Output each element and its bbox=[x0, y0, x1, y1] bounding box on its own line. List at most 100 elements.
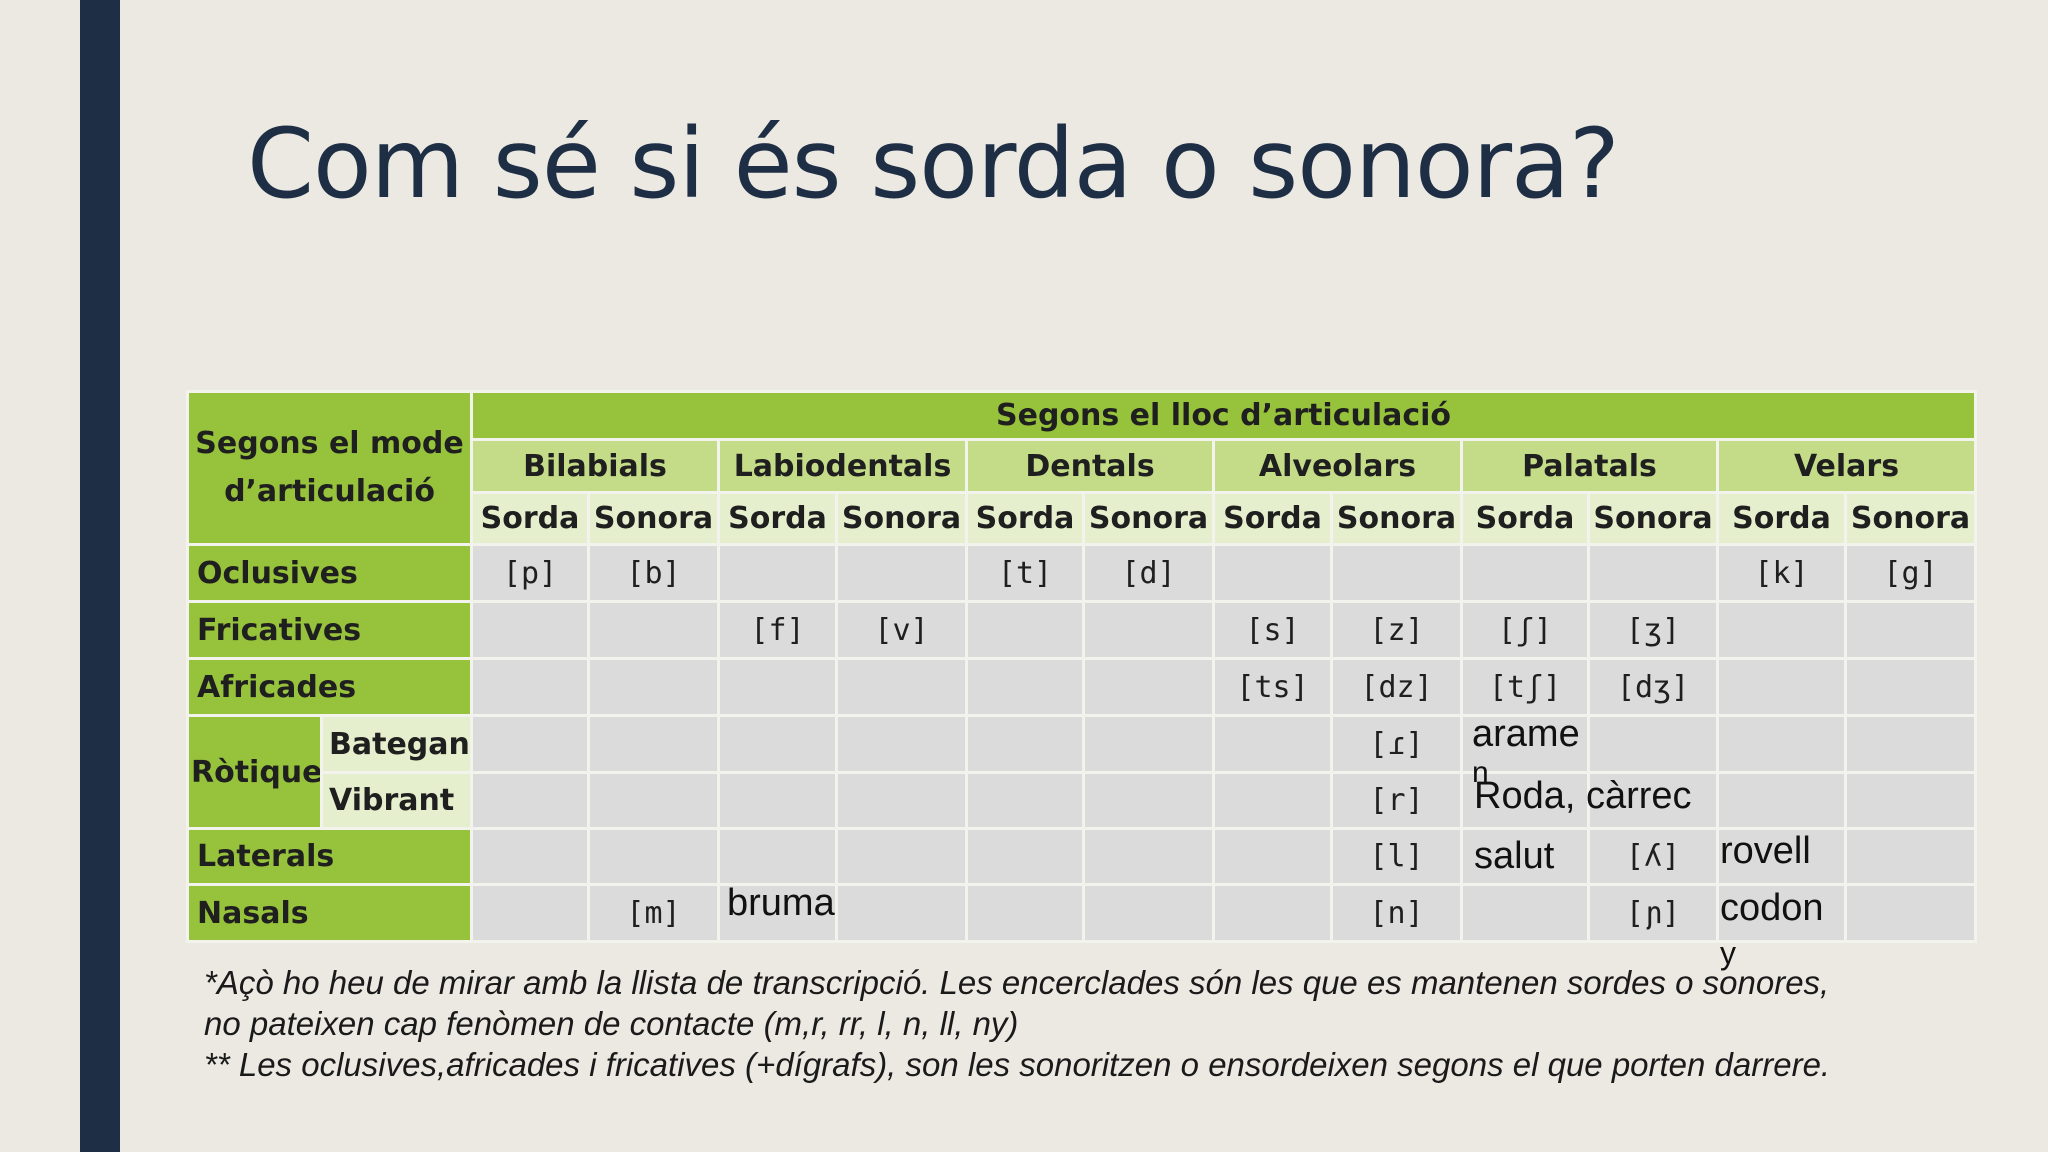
phoneme-cell bbox=[965, 600, 1086, 660]
phoneme-cell: [n] bbox=[1330, 883, 1464, 943]
voicing-sorda: Sorda bbox=[1460, 491, 1591, 546]
place-labiodentals: Labiodentals bbox=[717, 438, 969, 494]
phoneme-cell: [k] bbox=[1716, 543, 1848, 603]
phoneme-cell bbox=[470, 714, 591, 774]
phoneme-cell: [dz] bbox=[1330, 657, 1464, 717]
table-row: Oclusives [p] [b] [t] [d] [k] [g] bbox=[185, 543, 1978, 603]
phoneme-cell bbox=[1082, 827, 1216, 886]
phoneme-cell bbox=[717, 714, 839, 774]
phoneme-cell bbox=[717, 657, 839, 717]
phoneme-cell bbox=[1716, 883, 1848, 943]
voicing-sonora: Sonora bbox=[835, 491, 969, 546]
phoneme-cell bbox=[1460, 883, 1591, 943]
phoneme-cell bbox=[470, 600, 591, 660]
phoneme-cell bbox=[835, 771, 969, 830]
phoneme-cell: [s] bbox=[1212, 600, 1334, 660]
place-bilabials: Bilabials bbox=[470, 438, 721, 494]
voicing-sorda: Sorda bbox=[717, 491, 839, 546]
footnote: *Açò ho heu de mirar amb la llista de tr… bbox=[204, 962, 1854, 1085]
place-velars: Velars bbox=[1716, 438, 1978, 494]
voicing-sonora: Sonora bbox=[1330, 491, 1464, 546]
phoneme-cell bbox=[965, 714, 1086, 774]
phoneme-cell bbox=[1716, 771, 1848, 830]
phoneme-cell: [ʃ] bbox=[1460, 600, 1591, 660]
phoneme-cell: [ɲ] bbox=[1587, 883, 1720, 943]
row-label: Africades bbox=[185, 657, 474, 717]
phoneme-cell: [ts] bbox=[1212, 657, 1334, 717]
phoneme-cell: [z] bbox=[1330, 600, 1464, 660]
phoneme-cell: [ʒ] bbox=[1587, 600, 1720, 660]
phoneme-cell: [ʎ] bbox=[1587, 827, 1720, 886]
example-word-roda: Roda, càrrec bbox=[1474, 775, 1692, 817]
example-word-rovell: rovell bbox=[1720, 830, 1811, 872]
phoneme-cell bbox=[1716, 714, 1848, 774]
phoneme-cell bbox=[1716, 657, 1848, 717]
voicing-sorda: Sorda bbox=[1716, 491, 1848, 546]
phoneme-cell: [dʒ] bbox=[1587, 657, 1720, 717]
phoneme-cell: [m] bbox=[587, 883, 721, 943]
phoneme-cell bbox=[717, 543, 839, 603]
phoneme-cell: [l] bbox=[1330, 827, 1464, 886]
example-word-bruma: bruma bbox=[727, 882, 835, 924]
table-row: Nasals [m] [n] [ɲ] bbox=[185, 883, 1978, 943]
phoneme-cell bbox=[717, 883, 839, 943]
phoneme-cell bbox=[965, 883, 1086, 943]
table-row: Africades [ts] [dz] [tʃ] [dʒ] bbox=[185, 657, 1978, 717]
voicing-sorda: Sorda bbox=[1212, 491, 1334, 546]
phoneme-cell bbox=[1716, 600, 1848, 660]
phoneme-cell: [f] bbox=[717, 600, 839, 660]
phoneme-cell bbox=[587, 600, 721, 660]
phoneme-cell: [tʃ] bbox=[1460, 657, 1591, 717]
phoneme-cell bbox=[1082, 883, 1216, 943]
phoneme-cell bbox=[1587, 543, 1720, 603]
phoneme-cell bbox=[470, 657, 591, 717]
example-word-codony: codon bbox=[1720, 887, 1824, 929]
voicing-sorda: Sorda bbox=[470, 491, 591, 546]
phoneme-cell bbox=[1212, 827, 1334, 886]
phoneme-cell bbox=[587, 771, 721, 830]
phoneme-cell bbox=[1844, 771, 1978, 830]
example-word-codony-overflow: y bbox=[1720, 935, 1736, 971]
phoneme-cell bbox=[1330, 543, 1464, 603]
table-corner-header: Segons el mode d’articulació bbox=[185, 390, 474, 546]
phoneme-cell bbox=[470, 771, 591, 830]
phoneme-cell bbox=[1716, 827, 1848, 886]
example-word-aramen: arame bbox=[1472, 713, 1580, 755]
phoneme-cell: [d] bbox=[1082, 543, 1216, 603]
slide-title: Com sé si és sorda o sonora? bbox=[247, 108, 1620, 220]
row-sublabel: Vibrant bbox=[319, 771, 474, 830]
table-row: Vibrant [r] bbox=[188, 771, 1978, 830]
row-sublabel: Bategant bbox=[319, 714, 474, 774]
phoneme-cell bbox=[587, 657, 721, 717]
phoneme-cell: [ɾ] bbox=[1330, 714, 1464, 774]
phoneme-cell bbox=[587, 827, 721, 886]
phoneme-cell bbox=[1844, 600, 1978, 660]
table-row: Laterals [l] [ʎ] bbox=[185, 827, 1978, 886]
phoneme-cell bbox=[1844, 883, 1978, 943]
phoneme-cell: [v] bbox=[835, 600, 969, 660]
phoneme-cell bbox=[1082, 600, 1216, 660]
phoneme-cell bbox=[1212, 714, 1334, 774]
row-label: Nasals bbox=[185, 883, 474, 943]
phoneme-cell bbox=[1587, 771, 1720, 830]
phoneme-cell bbox=[1460, 714, 1591, 774]
phoneme-cell bbox=[1587, 714, 1720, 774]
footnote-1: *Açò ho heu de mirar amb la llista de tr… bbox=[204, 964, 1830, 1042]
voicing-sonora: Sonora bbox=[587, 491, 721, 546]
phoneme-cell: [t] bbox=[965, 543, 1086, 603]
phoneme-cell: [b] bbox=[587, 543, 721, 603]
phoneme-cell bbox=[1460, 771, 1591, 830]
phoneme-table: Segons el mode d’articulació Segons el l… bbox=[185, 390, 1978, 943]
phoneme-cell bbox=[1212, 883, 1334, 943]
footnote-2: ** Les oclusives,africades i fricatives … bbox=[204, 1046, 1831, 1083]
voicing-sorda: Sorda bbox=[965, 491, 1086, 546]
phoneme-cell bbox=[470, 883, 591, 943]
phoneme-cell bbox=[717, 827, 839, 886]
phoneme-cell bbox=[1844, 714, 1978, 774]
place-alveolars: Alveolars bbox=[1212, 438, 1464, 494]
phoneme-cell bbox=[1460, 543, 1591, 603]
phoneme-cell bbox=[1082, 714, 1216, 774]
phoneme-cell bbox=[1844, 657, 1978, 717]
phoneme-cell bbox=[470, 827, 591, 886]
row-label: Oclusives bbox=[185, 543, 474, 603]
